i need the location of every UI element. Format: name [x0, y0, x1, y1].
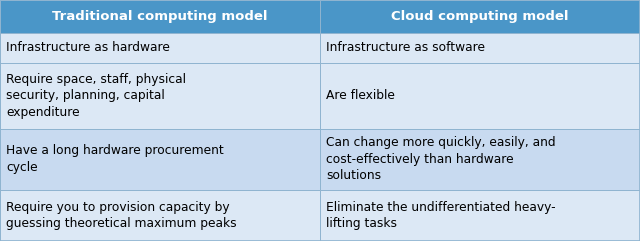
Bar	[320, 189, 640, 241]
Text: Cloud computing model: Cloud computing model	[391, 10, 569, 23]
Bar	[0, 63, 320, 129]
Bar	[0, 0, 320, 33]
Bar	[320, 0, 640, 33]
Bar	[320, 63, 640, 129]
Bar	[0, 189, 320, 241]
Text: Infrastructure as hardware: Infrastructure as hardware	[6, 41, 170, 54]
Text: Are flexible: Are flexible	[326, 89, 395, 102]
Text: Traditional computing model: Traditional computing model	[52, 10, 268, 23]
Text: Eliminate the undifferentiated heavy-
lifting tasks: Eliminate the undifferentiated heavy- li…	[326, 201, 556, 230]
Text: Require you to provision capacity by
guessing theoretical maximum peaks: Require you to provision capacity by gue…	[6, 201, 237, 230]
Bar	[320, 129, 640, 189]
Bar	[0, 33, 320, 63]
Bar	[320, 33, 640, 63]
Text: Require space, staff, physical
security, planning, capital
expenditure: Require space, staff, physical security,…	[6, 73, 186, 119]
Text: Can change more quickly, easily, and
cost-effectively than hardware
solutions: Can change more quickly, easily, and cos…	[326, 136, 556, 182]
Text: Have a long hardware procurement
cycle: Have a long hardware procurement cycle	[6, 144, 224, 174]
Text: Infrastructure as software: Infrastructure as software	[326, 41, 485, 54]
Bar	[0, 129, 320, 189]
